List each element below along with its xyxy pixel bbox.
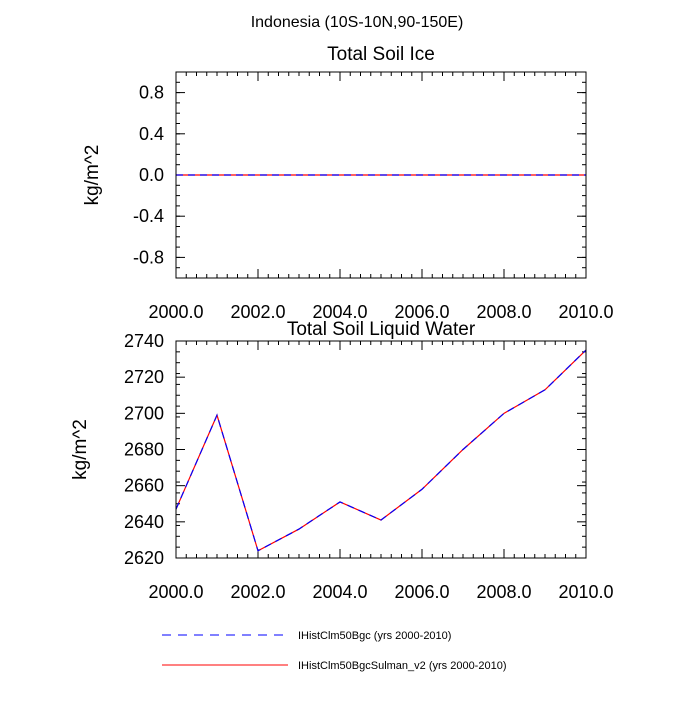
x-tick-label: 2000.0 <box>148 582 203 602</box>
y-tick-label: 2740 <box>124 331 164 351</box>
y-tick-label: -0.4 <box>133 206 164 226</box>
y-axis-label: kg/m^2 <box>82 145 103 206</box>
x-tick-label: 2002.0 <box>230 302 285 322</box>
legend-label: IHistClm50Bgc (yrs 2000-2010) <box>298 630 451 642</box>
y-axis-label: kg/m^2 <box>70 419 91 480</box>
legend-label: IHistClm50BgcSulman_v2 (yrs 2000-2010) <box>298 660 506 672</box>
panel-1: Total Soil Ice kg/m^2 2000.0 2002.0 2004.0 20… <box>82 44 614 322</box>
x-tick-label: 2002.0 <box>230 582 285 602</box>
y-tick-label: 2620 <box>124 548 164 568</box>
y-tick-label: 2700 <box>124 403 164 423</box>
x-tick-label: 2006.0 <box>394 582 449 602</box>
y-tick-label: 0.4 <box>139 124 164 144</box>
x-tick-label: 2010.0 <box>558 302 613 322</box>
y-tick-label: 0.8 <box>139 83 164 103</box>
y-tick-label: 2680 <box>124 440 164 460</box>
chart-panels: Total Soil Ice kg/m^2 2000.0 2002.0 2004.0 20… <box>70 44 614 602</box>
x-tick-label: 2006.0 <box>394 302 449 322</box>
x-tick-label: 2000.0 <box>148 302 203 322</box>
plot-frame <box>175 340 587 559</box>
panel-2: Total Soil Liquid Water kg/m^2 2000.0 2002.… <box>70 319 614 602</box>
y-tick-label: 2640 <box>124 512 164 532</box>
panel-title: Total Soil Liquid Water <box>287 319 476 340</box>
y-tick-label: -0.8 <box>133 247 164 267</box>
x-tick-label: 2008.0 <box>476 302 531 322</box>
panel-title: Total Soil Ice <box>327 44 435 65</box>
x-tick-label: 2010.0 <box>558 582 613 602</box>
series-line-1 <box>175 349 587 552</box>
figure-title: Indonesia (10S-10N,90-150E) <box>251 14 464 31</box>
y-tick-label: 0.0 <box>139 165 164 185</box>
plot-frame <box>175 71 587 279</box>
x-tick-label: 2004.0 <box>312 302 367 322</box>
x-tick-label: 2004.0 <box>312 582 367 602</box>
y-tick-label: 2720 <box>124 367 164 387</box>
x-tick-label: 2008.0 <box>476 582 531 602</box>
legend: IHistClm50Bgc (yrs 2000-2010) IHistClm50B… <box>162 630 506 672</box>
y-tick-label: 2660 <box>124 476 164 496</box>
